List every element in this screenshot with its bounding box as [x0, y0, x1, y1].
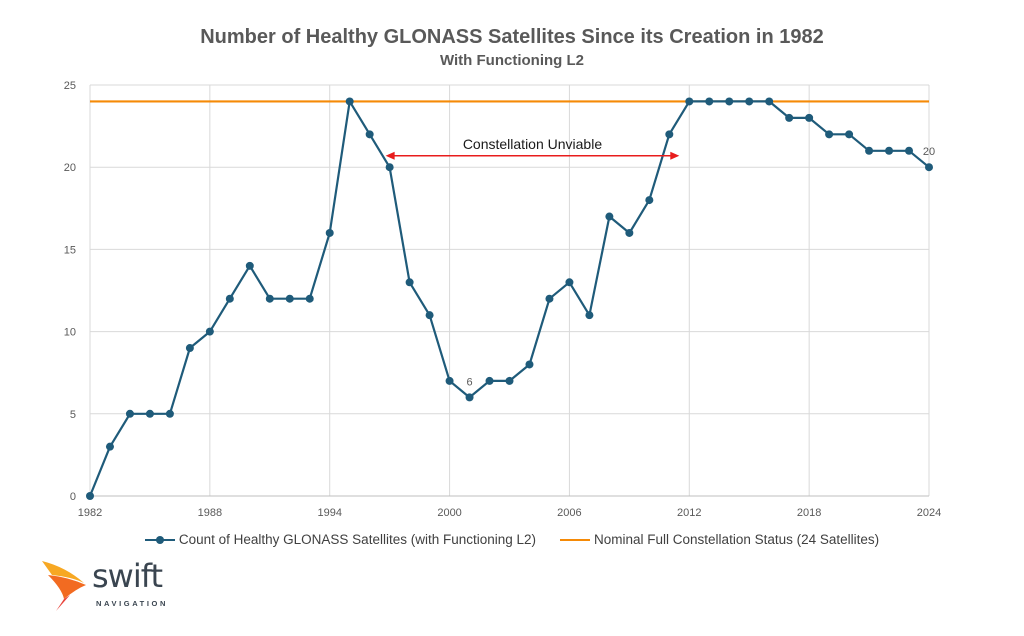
data-point	[465, 393, 474, 402]
x-tick-label: 2024	[917, 507, 941, 519]
y-tick-label: 0	[70, 491, 76, 503]
legend-item-count: Count of Healthy GLONASS Satellites (wit…	[144, 532, 537, 547]
data-point	[225, 294, 234, 303]
data-point	[645, 196, 654, 205]
data-point	[425, 311, 434, 320]
data-point	[625, 228, 634, 237]
x-tick-label: 2006	[557, 507, 581, 519]
data-point	[765, 97, 774, 106]
data-point	[505, 376, 514, 385]
data-point	[525, 360, 534, 369]
legend-label: Nominal Full Constellation Status (24 Sa…	[594, 532, 880, 547]
data-label: 20	[923, 146, 935, 158]
data-point	[405, 278, 414, 287]
data-point	[885, 146, 894, 155]
data-point	[845, 130, 854, 139]
data-label: 6	[466, 376, 472, 388]
chart-title: Number of Healthy GLONASS Satellites Sin…	[200, 26, 824, 48]
logo-subtitle: NAVIGATION	[96, 599, 168, 608]
data-point	[105, 442, 114, 451]
data-point	[585, 311, 594, 320]
data-point	[905, 146, 914, 155]
x-tick-label: 1994	[317, 507, 341, 519]
y-tick-label: 10	[64, 327, 76, 339]
data-point	[925, 163, 933, 172]
x-tick-label: 2012	[677, 507, 701, 519]
x-tick-label: 1982	[78, 507, 102, 519]
y-tick-label: 5	[70, 409, 76, 421]
data-point	[145, 409, 154, 418]
data-point	[245, 261, 254, 270]
legend-line-icon	[560, 534, 591, 546]
arrow-head-right-icon	[670, 151, 680, 160]
data-point	[545, 294, 554, 303]
y-tick-label: 15	[64, 244, 76, 256]
chart-subtitle: With Functioning L2	[439, 52, 584, 69]
data-point	[445, 376, 454, 385]
data-point	[665, 130, 674, 139]
data-point	[205, 327, 214, 336]
data-point	[325, 228, 334, 237]
y-tick-label: 20	[64, 162, 76, 174]
data-point	[685, 97, 694, 106]
data-point	[265, 294, 274, 303]
data-point	[385, 163, 394, 172]
data-point	[745, 97, 754, 106]
y-tick-label: 25	[64, 80, 76, 92]
satellite-count-line	[88, 100, 930, 497]
data-point	[785, 113, 794, 122]
data-point	[165, 409, 174, 418]
swift-navigation-logo: swift NAVIGATION	[38, 555, 168, 615]
data-point	[605, 212, 614, 221]
data-point	[565, 278, 574, 287]
logo-wordmark: swift	[92, 557, 163, 595]
data-point	[345, 97, 354, 106]
data-point	[285, 294, 294, 303]
data-point	[305, 294, 314, 303]
x-tick-label: 2000	[437, 507, 461, 519]
legend-item-nominal: Nominal Full Constellation Status (24 Sa…	[560, 532, 879, 547]
legend: Count of Healthy GLONASS Satellites (wit…	[0, 532, 1024, 547]
data-point	[705, 97, 714, 106]
data-point	[185, 344, 194, 353]
data-point	[365, 130, 374, 139]
data-point	[725, 97, 734, 106]
data-point	[125, 409, 134, 418]
legend-label: Count of Healthy GLONASS Satellites (wit…	[178, 532, 537, 547]
legend-marker-line-icon	[144, 534, 175, 546]
swift-bird-icon	[42, 561, 86, 611]
data-point	[825, 130, 834, 139]
x-tick-label: 1988	[198, 507, 222, 519]
data-point	[805, 113, 814, 122]
arrow-head-left-icon	[385, 151, 395, 160]
x-tick-label: 2018	[797, 507, 821, 519]
data-point	[86, 492, 94, 500]
annotation-text: Constellation Unviable	[463, 136, 603, 152]
data-point	[485, 376, 494, 385]
data-point	[865, 146, 874, 155]
